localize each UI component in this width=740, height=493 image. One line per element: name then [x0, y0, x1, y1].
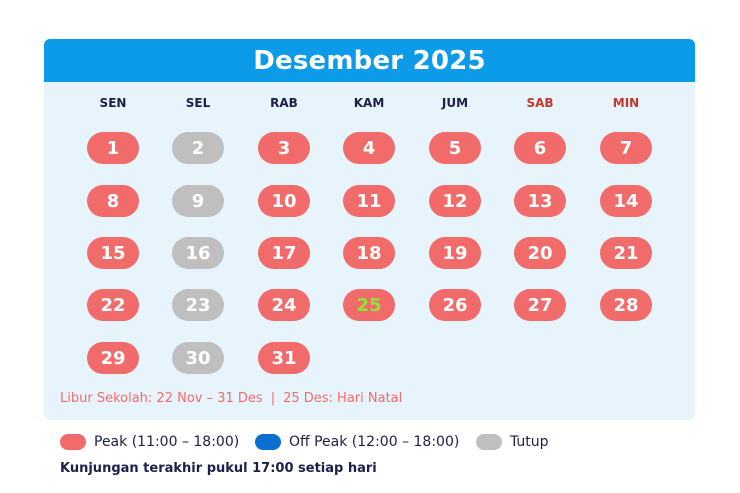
- day-number: 20: [527, 242, 553, 264]
- day-number: 15: [100, 242, 126, 264]
- day-cell-16[interactable]: 16: [172, 237, 224, 269]
- day-cell-6[interactable]: 6: [514, 132, 566, 164]
- day-cell-31[interactable]: 31: [258, 342, 310, 374]
- day-cell-22[interactable]: 22: [87, 289, 139, 321]
- day-cell-14[interactable]: 14: [600, 185, 652, 217]
- day-cell-8[interactable]: 8: [87, 185, 139, 217]
- day-cell-24[interactable]: 24: [258, 289, 310, 321]
- day-number: 16: [185, 242, 211, 264]
- weekday-label: MIN: [612, 96, 640, 110]
- legend-item-off-peak: Off Peak (12:00 – 18:00): [255, 433, 459, 451]
- weekday-label: SEN: [99, 96, 127, 110]
- christmas-note: 25 Des: Hari Natal: [283, 391, 403, 406]
- legend: Peak (11:00 – 18:00) Off Peak (12:00 – 1…: [60, 433, 720, 451]
- last-visit-note: Kunjungan terakhir pukul 17:00 setiap ha…: [60, 461, 377, 476]
- day-number: 7: [619, 137, 633, 159]
- day-number: 3: [277, 137, 291, 159]
- day-cell-11[interactable]: 11: [343, 185, 395, 217]
- day-cell-3[interactable]: 3: [258, 132, 310, 164]
- day-number: 11: [356, 190, 382, 212]
- day-number: 28: [613, 294, 639, 316]
- day-number: 2: [191, 137, 205, 159]
- calendar-grid: 1 2 3 4 5 6 7 8 9 10 11 12 13 14 15 16 17 18 19 20 21 22 23 24 2…: [44, 39, 695, 420]
- day-number: 30: [185, 347, 211, 369]
- day-cell-15[interactable]: 15: [87, 237, 139, 269]
- day-cell-5[interactable]: 5: [429, 132, 481, 164]
- day-cell-9[interactable]: 9: [172, 185, 224, 217]
- day-number: 19: [442, 242, 468, 264]
- day-cell-27[interactable]: 27: [514, 289, 566, 321]
- day-cell-4[interactable]: 4: [343, 132, 395, 164]
- day-number: 23: [185, 294, 211, 316]
- off-peak-swatch: [255, 434, 281, 450]
- month-title: Desember 2025: [44, 39, 695, 82]
- day-cell-20[interactable]: 20: [514, 237, 566, 269]
- off-peak-label: Off Peak (12:00 – 18:00): [289, 434, 460, 450]
- day-cell-23[interactable]: 23: [172, 289, 224, 321]
- day-cell-10[interactable]: 10: [258, 185, 310, 217]
- closed-swatch: [476, 434, 502, 450]
- day-number: 8: [106, 190, 120, 212]
- day-number: 9: [191, 190, 205, 212]
- day-cell-17[interactable]: 17: [258, 237, 310, 269]
- day-number: 4: [362, 137, 376, 159]
- weekday-label: RAB: [270, 96, 298, 110]
- day-cell-18[interactable]: 18: [343, 237, 395, 269]
- day-cell-19[interactable]: 19: [429, 237, 481, 269]
- day-cell-25[interactable]: 25: [343, 289, 395, 321]
- day-number: 13: [527, 190, 553, 212]
- day-number: 22: [100, 294, 126, 316]
- weekday-label: SAB: [526, 96, 554, 110]
- day-cell-29[interactable]: 29: [87, 342, 139, 374]
- day-cell-26[interactable]: 26: [429, 289, 481, 321]
- day-cell-2[interactable]: 2: [172, 132, 224, 164]
- day-number: 17: [271, 242, 297, 264]
- weekday-label: KAM: [353, 96, 385, 110]
- day-cell-1[interactable]: 1: [87, 132, 139, 164]
- day-number: 26: [442, 294, 468, 316]
- day-number: 6: [533, 137, 547, 159]
- day-cell-12[interactable]: 12: [429, 185, 481, 217]
- day-number: 27: [527, 294, 553, 316]
- day-number: 12: [442, 190, 468, 212]
- day-number: 10: [271, 190, 297, 212]
- day-number: 31: [271, 347, 297, 369]
- day-number: 1: [106, 137, 120, 159]
- day-cell-30[interactable]: 30: [172, 342, 224, 374]
- closed-label: Tutup: [510, 434, 549, 450]
- day-number: 5: [448, 137, 462, 159]
- legend-item-closed: Tutup: [476, 433, 549, 451]
- peak-swatch: [60, 434, 86, 450]
- day-cell-21[interactable]: 21: [600, 237, 652, 269]
- peak-label: Peak (11:00 – 18:00): [94, 434, 240, 450]
- weekday-label: SEL: [185, 96, 211, 110]
- day-number: 25: [356, 294, 382, 316]
- day-number: 21: [613, 242, 639, 264]
- school-holiday-note: Libur Sekolah: 22 Nov – 31 Des: [60, 391, 263, 406]
- holiday-footnote: Libur Sekolah: 22 Nov – 31 Des | 25 Des: H…: [60, 391, 402, 406]
- day-cell-28[interactable]: 28: [600, 289, 652, 321]
- day-number: 18: [356, 242, 382, 264]
- legend-item-peak: Peak (11:00 – 18:00): [60, 433, 239, 451]
- weekday-header-row: SEN SEL RAB KAM JUM SAB MIN: [44, 96, 695, 116]
- day-number: 29: [100, 347, 126, 369]
- day-cell-7[interactable]: 7: [600, 132, 652, 164]
- day-number: 14: [613, 190, 639, 212]
- weekday-label: JUM: [441, 96, 469, 110]
- day-number: 24: [271, 294, 297, 316]
- day-cell-13[interactable]: 13: [514, 185, 566, 217]
- footnote-separator: |: [270, 391, 276, 406]
